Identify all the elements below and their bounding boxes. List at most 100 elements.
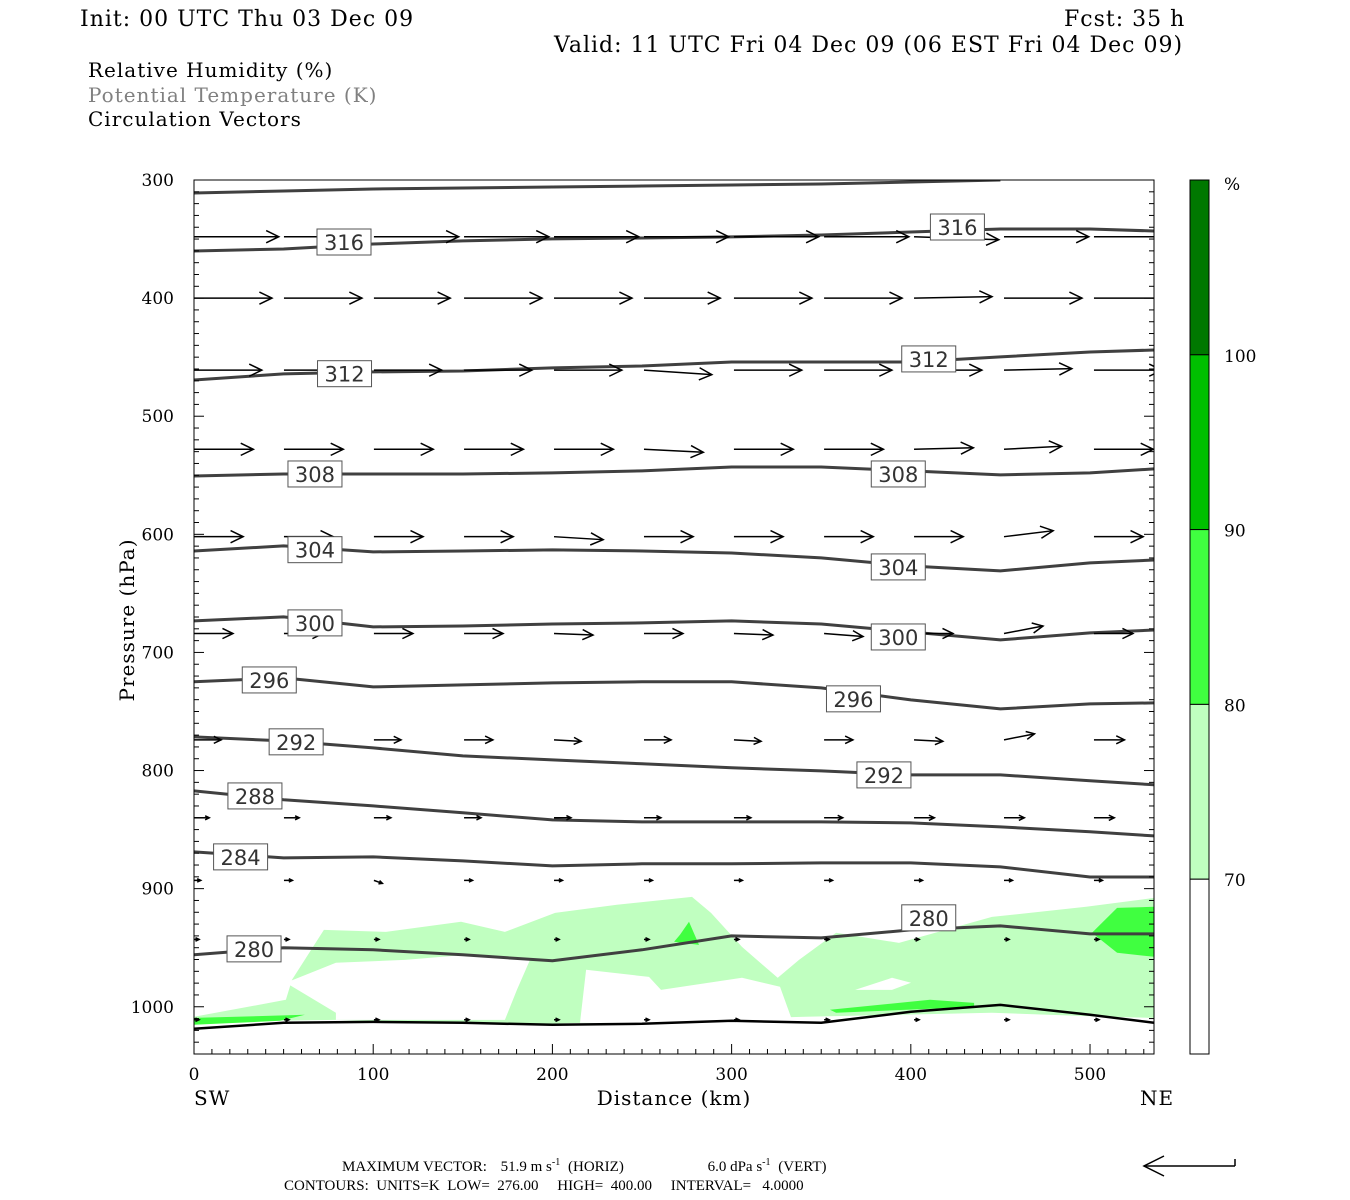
vector-head — [1095, 1017, 1101, 1023]
vector-head — [385, 814, 393, 821]
vector-head — [445, 229, 461, 244]
vector-head — [1075, 229, 1091, 244]
wind-vector — [733, 628, 775, 641]
vector-head — [465, 937, 471, 942]
contour-label-box — [901, 345, 957, 373]
vector-head — [589, 532, 605, 546]
isentropes — [194, 180, 1154, 1031]
wind-vector — [643, 529, 695, 544]
vector-head — [1098, 877, 1105, 883]
wind-vector — [1004, 877, 1015, 883]
colorbar-segment — [1189, 354, 1210, 531]
contour-label-text: 296 — [833, 688, 873, 712]
wind-vector — [1003, 525, 1055, 539]
wind-vector — [824, 442, 886, 457]
contour-label: 296 — [825, 685, 881, 713]
colorbar-label: 90 — [1224, 522, 1246, 542]
vector-head — [1005, 1017, 1011, 1023]
vector-head — [648, 877, 655, 883]
wind-vector — [914, 1017, 921, 1023]
vector-head — [645, 937, 651, 942]
vector-head — [222, 627, 235, 640]
wind-vector — [373, 814, 393, 821]
wind-vector — [1004, 1017, 1011, 1023]
vector-head — [420, 442, 435, 457]
wind-vector — [1003, 730, 1037, 741]
isentrope-276 — [194, 1003, 1154, 1031]
wind-vector — [283, 291, 364, 305]
legend-potential-temperature: Potential Temperature (K) — [88, 83, 377, 107]
contour-label-box — [870, 460, 926, 488]
contour-label-text: 292 — [276, 731, 316, 755]
vector-head — [476, 814, 483, 821]
contour-label-text: 280 — [234, 938, 274, 962]
wind-vector — [554, 937, 561, 942]
contour-label: 300 — [870, 623, 926, 651]
wind-vector — [464, 442, 526, 457]
vector-shaft — [1003, 529, 1054, 538]
vector-head — [573, 736, 583, 746]
vector-head — [265, 229, 281, 244]
vector-head — [259, 291, 274, 305]
wind-vector — [464, 1017, 471, 1023]
vector-head — [465, 1017, 471, 1023]
colorbar-segment — [1189, 878, 1210, 1055]
contour-label-text: 316 — [937, 216, 977, 240]
contour-label-box — [825, 685, 881, 713]
vector-head — [799, 291, 814, 305]
vector-head — [619, 291, 634, 305]
contour-label: 296 — [241, 666, 297, 694]
isentrope-288 — [194, 789, 1154, 838]
vector-head — [375, 937, 381, 942]
contour-labels: 316 316 312 312 308 308 304 304 300 300 296 296 292 2… — [213, 213, 985, 963]
contour-label: 312 — [317, 360, 373, 388]
wind-vector — [1093, 529, 1145, 544]
wind-vector — [373, 879, 385, 885]
wind-vector — [643, 1017, 651, 1023]
vector-head — [608, 363, 624, 377]
contour-label-box — [870, 553, 926, 581]
vector-head — [663, 735, 673, 745]
vector-head — [510, 442, 526, 457]
vector-head — [240, 442, 256, 457]
wind-vector — [733, 291, 814, 305]
wind-vector — [464, 291, 544, 305]
vector-head — [738, 877, 745, 883]
wind-vector — [1093, 627, 1135, 640]
wind-vector — [733, 442, 796, 457]
y-tick-label: 700 — [142, 643, 174, 663]
vector-head — [410, 529, 425, 544]
vector-head — [566, 814, 573, 821]
colorbar-segment — [1189, 703, 1210, 880]
contour-label-box — [213, 843, 269, 871]
x-tick-label: 200 — [536, 1065, 568, 1085]
vector-head — [895, 229, 911, 244]
vector-head — [402, 627, 415, 640]
rh-colorbar: 100 90 80 70 — [1189, 179, 1256, 1055]
vector-shaft — [733, 739, 762, 743]
wind-vector — [553, 628, 595, 641]
wind-vector — [914, 736, 945, 746]
vector-shaft — [1003, 445, 1062, 451]
vector-shaft — [553, 739, 582, 743]
vector-head — [230, 529, 245, 544]
vector-head — [837, 814, 845, 821]
contour-label: 288 — [227, 782, 283, 810]
max-vector-label: MAXIMUM VECTOR: — [342, 1159, 487, 1175]
wind-vector — [1004, 814, 1027, 822]
contour-label-text: 284 — [221, 846, 261, 870]
contour-label: 312 — [901, 345, 957, 373]
vector-head — [761, 628, 775, 641]
vector-head — [1008, 877, 1015, 883]
wind-vector — [914, 441, 976, 455]
contour-label-text: 288 — [235, 785, 275, 809]
vector-head — [600, 442, 616, 457]
wind-vector — [554, 363, 624, 377]
vector-head — [1039, 525, 1055, 539]
wind-vector — [194, 937, 201, 942]
vector-head — [1031, 622, 1045, 634]
vector-head — [285, 1017, 291, 1023]
contour-label-text: 300 — [878, 626, 918, 650]
wind-vector — [914, 877, 925, 883]
wind-vector — [1004, 291, 1084, 305]
